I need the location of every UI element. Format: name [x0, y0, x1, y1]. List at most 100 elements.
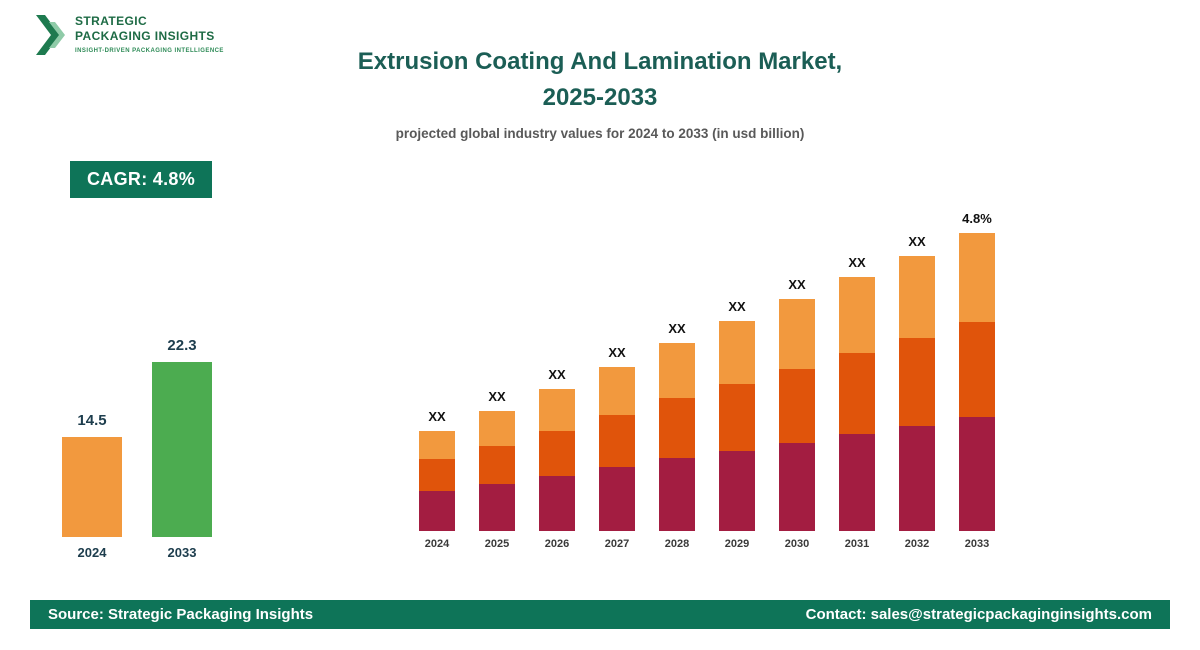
bottom-segment — [599, 467, 635, 531]
comparison-bar-area: 22.3 — [152, 312, 212, 537]
stacked-bar-area: XX — [719, 209, 755, 531]
stacked-category-label: 2031 — [844, 538, 870, 550]
stacked-bar-top-label: 4.8% — [962, 211, 992, 226]
stacked-category-label: 2029 — [724, 538, 750, 550]
brand-chevron-icon — [36, 15, 65, 55]
top-segment — [479, 411, 515, 446]
stacked-bar-top-label: XX — [848, 255, 866, 270]
stacked-bar — [539, 389, 575, 531]
stacked-bar-top-label: XX — [728, 299, 746, 314]
stacked-bar — [959, 233, 995, 531]
stacked-category-label: 2027 — [604, 538, 630, 550]
middle-segment — [419, 459, 455, 491]
page-subtitle: projected global industry values for 202… — [395, 126, 805, 141]
stacked-bar — [779, 299, 815, 531]
page-title: Extrusion Coating And Lamination Market,… — [200, 44, 1000, 116]
stacked-bar-top-label: XX — [668, 321, 686, 336]
comparison-bar — [62, 437, 122, 537]
bottom-segment — [659, 458, 695, 531]
stacked-category-label: 2024 — [424, 538, 450, 550]
middle-segment — [719, 384, 755, 451]
cagr-badge: CAGR: 4.8% — [70, 161, 213, 198]
footer-contact-text: Contact: sales@strategicpackaginginsight… — [805, 606, 1152, 623]
stacked-bar-column: 4.8% 2033 — [959, 209, 995, 550]
bottom-segment — [839, 434, 875, 531]
stacked-bar-chart: XX 2024 XX 2025 XX 2026 XX 2027 XX 2028 XX 2029 XX 20… — [419, 209, 995, 550]
stacked-bar — [419, 431, 455, 531]
top-segment — [539, 389, 575, 431]
title-block: Extrusion Coating And Lamination Market,… — [200, 44, 1000, 141]
brand-name-line2: PACKAGING INSIGHTS — [75, 29, 215, 43]
comparison-bar-column: 14.5 2024 — [62, 312, 122, 560]
stacked-category-label: 2026 — [544, 538, 570, 550]
stacked-bar-area: 4.8% — [959, 209, 995, 531]
stacked-bar — [719, 321, 755, 531]
brand-text: STRATEGIC PACKAGING INSIGHTS INSIGHT-DRI… — [75, 12, 224, 54]
comparison-bar-chart: 14.5 2024 22.3 2033 — [62, 312, 212, 560]
bottom-segment — [779, 443, 815, 531]
stacked-bar-area: XX — [479, 209, 515, 531]
stacked-bar-column: XX 2032 — [899, 209, 935, 550]
bottom-segment — [419, 491, 455, 531]
stacked-bar-top-label: XX — [428, 409, 446, 424]
page-title-line2: 2025-2033 — [542, 84, 658, 111]
middle-segment — [899, 338, 935, 426]
stacked-bar-area: XX — [539, 209, 575, 531]
stacked-bar-column: XX 2026 — [539, 209, 575, 550]
middle-segment — [479, 446, 515, 484]
stacked-bar — [479, 411, 515, 531]
comparison-value-label: 22.3 — [167, 337, 197, 354]
middle-segment — [599, 415, 635, 467]
middle-segment — [779, 369, 815, 443]
comparison-category-label: 2024 — [77, 545, 107, 560]
stacked-bar-top-label: XX — [548, 367, 566, 382]
top-segment — [899, 256, 935, 338]
bottom-segment — [959, 417, 995, 531]
stacked-bar-column: XX 2025 — [479, 209, 515, 550]
stacked-category-label: 2032 — [904, 538, 930, 550]
top-segment — [779, 299, 815, 369]
comparison-category-label: 2033 — [167, 545, 197, 560]
stacked-category-label: 2030 — [784, 538, 810, 550]
stacked-bar — [899, 256, 935, 531]
stacked-bar-column: XX 2028 — [659, 209, 695, 550]
top-segment — [419, 431, 455, 459]
bottom-segment — [899, 426, 935, 531]
middle-segment — [839, 353, 875, 434]
bottom-segment — [719, 451, 755, 531]
top-segment — [959, 233, 995, 322]
comparison-value-label: 14.5 — [77, 412, 107, 429]
stacked-bar-top-label: XX — [908, 234, 926, 249]
stacked-bar — [599, 367, 635, 531]
footer-source-text: Source: Strategic Packaging Insights — [48, 606, 314, 623]
stacked-bar-top-label: XX — [608, 345, 626, 360]
top-segment — [839, 277, 875, 353]
bottom-segment — [539, 476, 575, 531]
stacked-bar-area: XX — [839, 209, 875, 531]
page-title-line1: Extrusion Coating And Lamination Market, — [357, 48, 843, 75]
comparison-bar-area: 14.5 — [62, 312, 122, 537]
stacked-bar-area: XX — [659, 209, 695, 531]
stacked-bar-area: XX — [899, 209, 935, 531]
bottom-segment — [479, 484, 515, 531]
middle-segment — [539, 431, 575, 476]
top-segment — [659, 343, 695, 398]
stacked-bar-area: XX — [419, 209, 455, 531]
brand-name-line1: STRATEGIC — [75, 14, 148, 28]
middle-segment — [659, 398, 695, 458]
top-segment — [599, 367, 635, 415]
middle-segment — [959, 322, 995, 417]
brand-tagline: INSIGHT-DRIVEN PACKAGING INTELLIGENCE — [75, 48, 224, 54]
stacked-bar-area: XX — [599, 209, 635, 531]
stacked-bar — [659, 343, 695, 531]
stacked-bar-top-label: XX — [488, 389, 506, 404]
stacked-bar-column: XX 2029 — [719, 209, 755, 550]
comparison-bar — [152, 362, 212, 537]
brand-logo: STRATEGIC PACKAGING INSIGHTS INSIGHT-DRI… — [34, 12, 224, 58]
stacked-bar-top-label: XX — [788, 277, 806, 292]
stacked-category-label: 2025 — [484, 538, 510, 550]
stacked-bar-area: XX — [779, 209, 815, 531]
stacked-bar — [839, 277, 875, 531]
stacked-category-label: 2028 — [664, 538, 690, 550]
stacked-bar-column: XX 2027 — [599, 209, 635, 550]
